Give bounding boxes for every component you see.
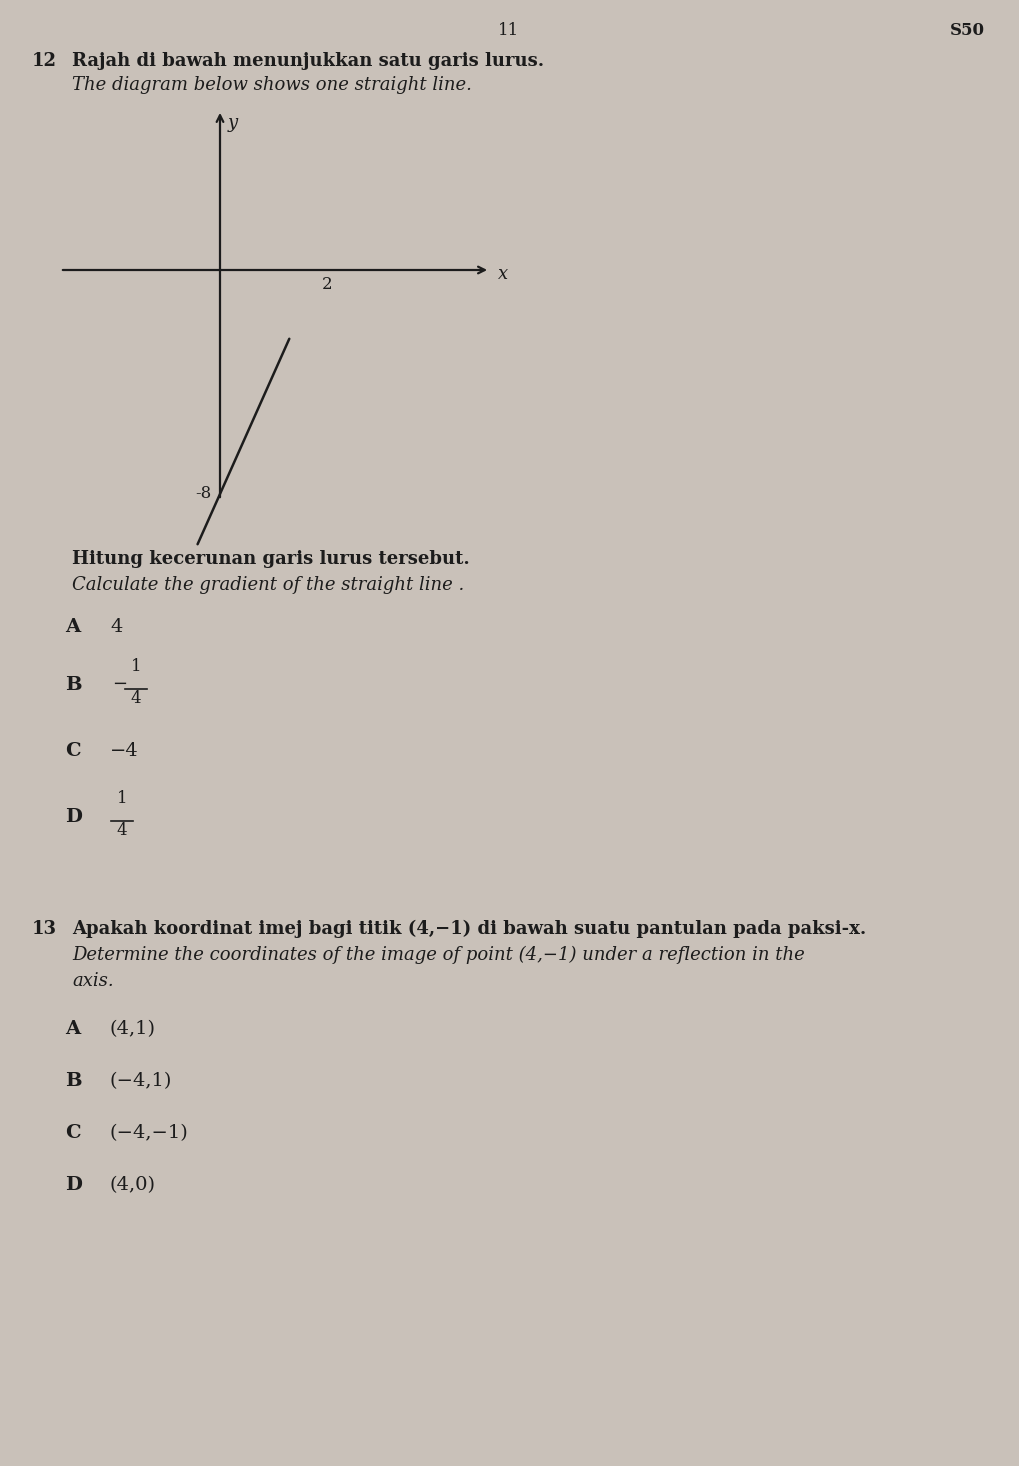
Text: -8: -8 [196, 485, 212, 503]
Text: axis.: axis. [72, 972, 114, 990]
Text: C: C [65, 1124, 81, 1142]
Text: S50: S50 [950, 22, 985, 40]
Text: D: D [65, 808, 82, 825]
Text: 4: 4 [117, 822, 127, 839]
Text: 1: 1 [130, 658, 142, 674]
Text: 13: 13 [32, 921, 57, 938]
Text: (4,0): (4,0) [110, 1176, 156, 1193]
Text: −4: −4 [110, 742, 139, 759]
Text: 4: 4 [110, 619, 122, 636]
Text: 12: 12 [32, 51, 57, 70]
Text: x: x [498, 265, 508, 283]
Text: B: B [65, 676, 82, 693]
Text: Apakah koordinat imej bagi titik (4,−1) di bawah suatu pantulan pada paksi-x.: Apakah koordinat imej bagi titik (4,−1) … [72, 921, 866, 938]
Text: C: C [65, 742, 81, 759]
Text: 1: 1 [117, 790, 127, 806]
Text: (−4,1): (−4,1) [110, 1072, 172, 1091]
Text: Calculate the gradient of the straight line .: Calculate the gradient of the straight l… [72, 576, 465, 594]
Text: y: y [228, 114, 238, 132]
Text: 2: 2 [322, 276, 332, 293]
Text: B: B [65, 1072, 82, 1091]
Text: A: A [65, 619, 81, 636]
Text: The diagram below shows one straight line.: The diagram below shows one straight lin… [72, 76, 472, 94]
Text: Determine the coordinates of the image of point (4,−1) under a reflection in the: Determine the coordinates of the image o… [72, 946, 805, 965]
Text: Rajah di bawah menunjukkan satu garis lurus.: Rajah di bawah menunjukkan satu garis lu… [72, 51, 544, 70]
Text: 4: 4 [130, 690, 142, 707]
Text: −: − [112, 674, 127, 693]
Text: (4,1): (4,1) [110, 1020, 156, 1038]
Text: (−4,−1): (−4,−1) [110, 1124, 189, 1142]
Text: A: A [65, 1020, 81, 1038]
Text: 11: 11 [498, 22, 520, 40]
Text: Hitung kecerunan garis lurus tersebut.: Hitung kecerunan garis lurus tersebut. [72, 550, 470, 567]
Text: D: D [65, 1176, 82, 1193]
